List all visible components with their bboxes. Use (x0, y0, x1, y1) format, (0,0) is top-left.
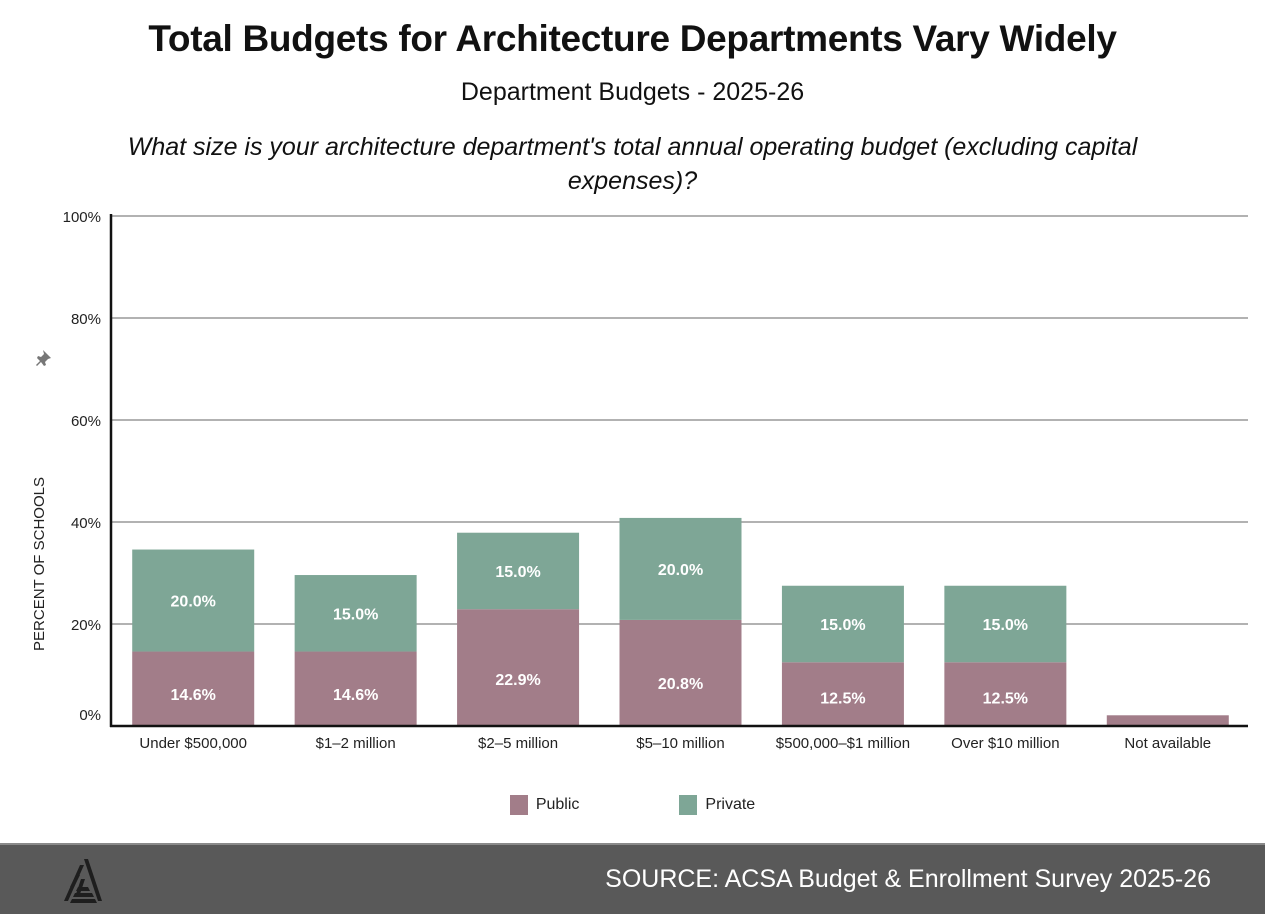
x-tick-labels: Under $500,000 $1–2 million $2–5 million $5… (139, 735, 1211, 752)
x-tick-label: Under $500,000 (139, 735, 247, 752)
data-labels: 14.6% 20.0% 14.6% 15.0% 22.9% 15.0% 20.8% 20.0%… (171, 562, 1029, 708)
x-tick-label: $1–2 million (316, 735, 396, 752)
stacked-bar-chart: 0% 20% 40% 60% 80% 100% Under $500,000 $1–2 mi… (31, 209, 1248, 752)
legend-swatch-public (509, 795, 528, 815)
y-axis-label: PERCENT OF SCHOOLS (31, 477, 48, 651)
bar-public[interactable] (132, 651, 255, 726)
legend-label-public: Public (535, 796, 580, 813)
legend-item-private[interactable]: Private (679, 795, 755, 815)
bar-private[interactable] (132, 549, 255, 652)
legend-swatch-private (679, 795, 698, 815)
x-tick-label: $5–10 million (636, 735, 724, 752)
y-tick-label: 80% (71, 311, 101, 328)
chart-subtitle: Department Budgets - 2025-26 (460, 78, 805, 106)
y-tick-label: 100% (63, 209, 101, 226)
data-label: 14.6% (171, 687, 216, 704)
legend-item-public[interactable]: Public (509, 795, 580, 815)
bar-public[interactable] (1106, 715, 1229, 726)
x-tick-label: Over $10 million (951, 735, 1059, 752)
bar-public[interactable] (781, 662, 904, 726)
data-label: 15.0% (495, 564, 540, 581)
bars (132, 517, 1229, 726)
bar-private[interactable] (619, 517, 742, 620)
x-tick-label: Not available (1124, 735, 1211, 752)
data-label: 15.0% (983, 617, 1028, 634)
data-label: 20.0% (658, 562, 703, 579)
survey-question: What size is your architecture departmen… (127, 133, 1138, 195)
chart-title: Total Budgets for Architecture Departmen… (148, 18, 1117, 59)
y-tick-label: 60% (71, 413, 101, 430)
bar-public[interactable] (944, 662, 1067, 726)
bar-public[interactable] (457, 609, 580, 726)
y-tick-labels: 0% 20% 40% 60% 80% 100% (63, 209, 101, 724)
y-tick-label: 20% (71, 617, 101, 634)
pin-icon[interactable] (36, 350, 51, 366)
legend: Public Private (0, 795, 1265, 815)
footer: SOURCE: ACSA Budget & Enrollment Survey … (0, 843, 1265, 914)
bar-private[interactable] (781, 585, 904, 663)
source-text: SOURCE: ACSA Budget & Enrollment Survey … (605, 865, 1211, 893)
x-tick-label: $500,000–$1 million (776, 735, 910, 752)
bar-public[interactable] (294, 651, 417, 726)
x-tick-label: $2–5 million (478, 735, 558, 752)
bar-private[interactable] (294, 575, 417, 652)
y-tick-label: 40% (71, 515, 101, 532)
data-label: 20.8% (658, 676, 703, 693)
data-label: 20.0% (171, 594, 216, 611)
data-label: 12.5% (820, 691, 865, 708)
data-label: 15.0% (333, 606, 378, 623)
data-label: 22.9% (495, 672, 540, 689)
data-label: 15.0% (820, 617, 865, 634)
bar-private[interactable] (944, 585, 1067, 663)
bar-private[interactable] (457, 532, 580, 610)
y-tick-label: 0% (79, 707, 101, 724)
legend-label-private: Private (705, 796, 756, 813)
data-label: 14.6% (333, 687, 378, 704)
bar-public[interactable] (619, 619, 742, 726)
data-label: 12.5% (983, 691, 1028, 708)
acsa-logo-icon (64, 859, 102, 903)
